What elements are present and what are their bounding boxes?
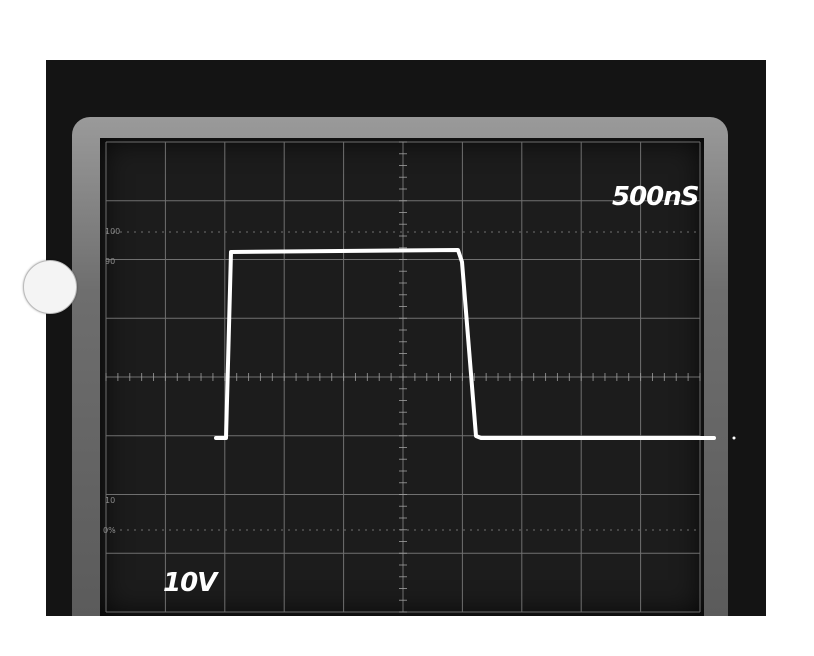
- graticule-center-ticks: [105, 141, 701, 613]
- graticule-mark-lower: 10: [105, 496, 116, 505]
- graticule-mark-top: 100: [105, 227, 121, 236]
- knob: [23, 260, 77, 314]
- volts-per-div-label: 10V: [163, 568, 217, 598]
- trace-end-dot: [732, 436, 736, 440]
- graticule-mark-bottom: 0%: [103, 526, 116, 535]
- timebase-label: 500nS: [612, 182, 700, 212]
- waveform-trace: [214, 248, 716, 440]
- graticule-mark-upper: 90: [105, 257, 116, 266]
